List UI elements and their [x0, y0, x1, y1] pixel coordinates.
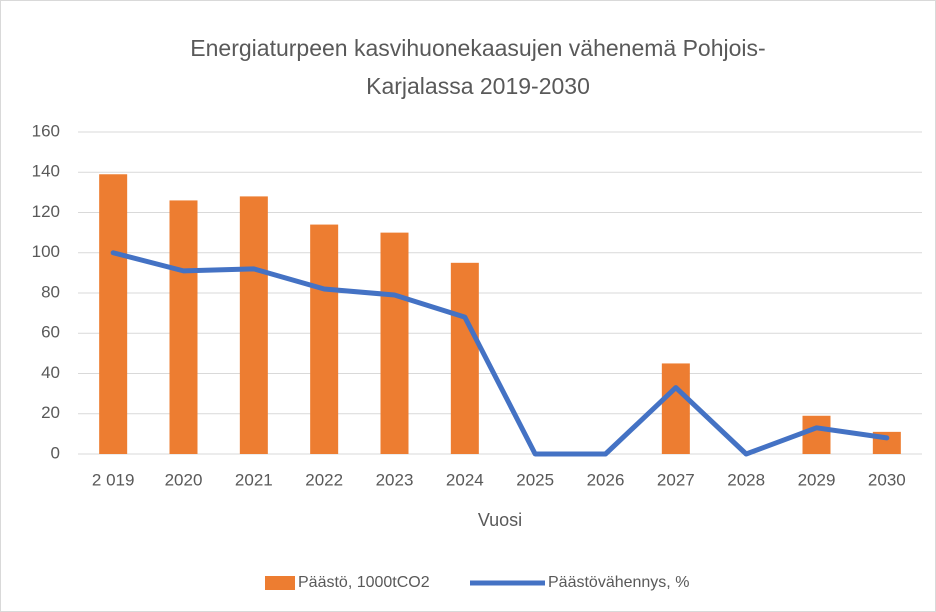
bar: [169, 200, 198, 454]
bar: [99, 174, 128, 454]
legend-label: Päästö, 1000tCO2: [298, 574, 430, 591]
bar: [380, 232, 409, 454]
bar: [450, 262, 479, 454]
x-tick-label: 2030: [868, 470, 906, 489]
x-tick-label: 2028: [727, 470, 765, 489]
y-tick-label: 160: [32, 121, 60, 140]
y-tick-label: 80: [41, 282, 60, 301]
x-tick-label: 2 019: [92, 470, 135, 489]
x-tick-label: 2027: [657, 470, 695, 489]
x-tick-label: 2026: [587, 470, 625, 489]
y-tick-label: 140: [32, 162, 60, 181]
legend-label: Päästövähennys, %: [548, 574, 689, 591]
y-tick-label: 60: [41, 323, 60, 342]
bar: [802, 415, 831, 454]
x-tick-label: 2021: [235, 470, 273, 489]
bar: [661, 363, 690, 454]
chart-title: Energiaturpeen kasvihuonekaasujen vähene…: [190, 35, 765, 61]
bar: [239, 196, 268, 454]
y-tick-label: 40: [41, 363, 60, 382]
x-tick-label: 2029: [798, 470, 836, 489]
bar: [310, 224, 339, 454]
x-tick-label: 2020: [165, 470, 203, 489]
line: [110, 250, 890, 457]
legend-swatch: [265, 576, 295, 590]
x-tick-label: 2022: [305, 470, 343, 489]
y-tick-label: 120: [32, 202, 60, 221]
y-tick-label: 20: [41, 403, 60, 422]
y-tick-label: 0: [51, 443, 60, 462]
x-tick-label: 2025: [516, 470, 554, 489]
x-tick-label: 2024: [446, 470, 484, 489]
x-tick-label: 2023: [376, 470, 414, 489]
x-axis-title: Vuosi: [478, 510, 522, 530]
y-tick-label: 100: [32, 242, 60, 261]
chart-title: Karjalassa 2019-2030: [366, 73, 590, 99]
